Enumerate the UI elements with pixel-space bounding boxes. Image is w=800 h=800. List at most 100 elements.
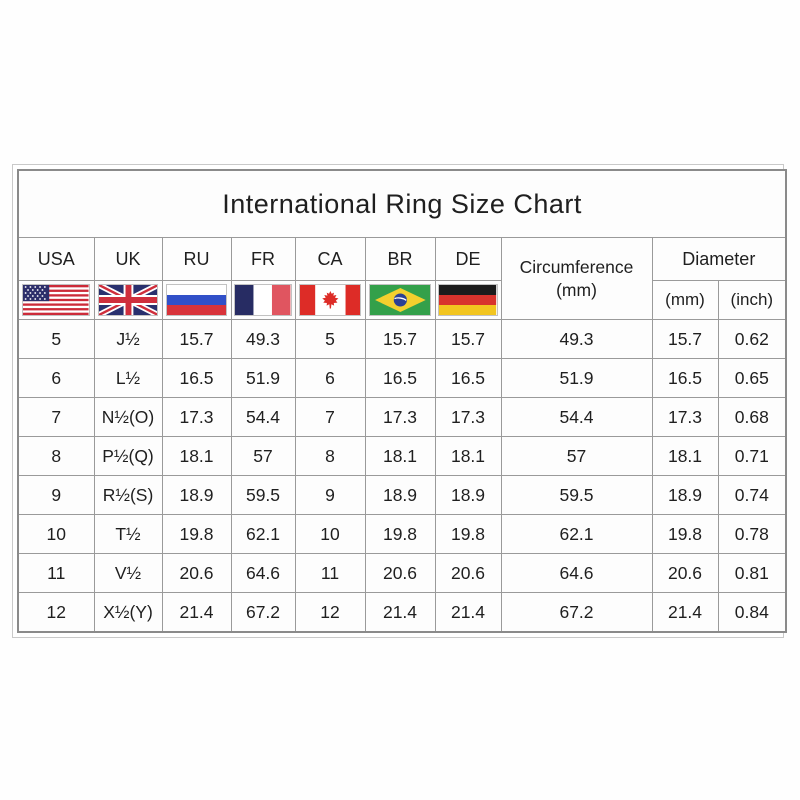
col-header-de: DE (434, 237, 502, 281)
cell: 19.8 (364, 514, 436, 554)
cell: 7 (17, 397, 95, 437)
cell: 18.1 (434, 436, 502, 476)
flag-cell-brazil (364, 280, 436, 320)
cell: 21.4 (364, 592, 436, 633)
cell: 16.5 (434, 358, 502, 398)
flag-row: (mm) (inch) (17, 280, 787, 320)
cell: P½(Q) (93, 436, 163, 476)
cell: 9 (294, 475, 366, 515)
cell: 19.8 (161, 514, 232, 554)
flag-cell-uk (93, 280, 163, 320)
cell: 18.1 (161, 436, 232, 476)
flag-cell-russia (161, 280, 232, 320)
usa-flag-icon (22, 284, 91, 316)
table-row: 5 J½ 15.7 49.3 5 15.7 15.7 49.3 15.7 0.62 (17, 319, 787, 359)
cell: 18.9 (161, 475, 232, 515)
cell: 8 (294, 436, 366, 476)
cell: 59.5 (500, 475, 653, 515)
col-header-br: BR (364, 237, 436, 281)
cell: 67.2 (230, 592, 296, 633)
cell: 21.4 (161, 592, 232, 633)
col-header-uk: UK (93, 237, 163, 281)
cell: 59.5 (230, 475, 296, 515)
circumference-label: Circumference (519, 256, 634, 277)
cell: X½(Y) (93, 592, 163, 633)
cell: 7 (294, 397, 366, 437)
cell: 18.9 (651, 475, 719, 515)
cell: 0.81 (717, 553, 787, 593)
cell: 6 (17, 358, 95, 398)
cell: 17.3 (161, 397, 232, 437)
cell: 18.1 (364, 436, 436, 476)
cell: L½ (93, 358, 163, 398)
table-row: 11 V½ 20.6 64.6 11 20.6 20.6 64.6 20.6 0.81 (17, 553, 787, 593)
table-body: 5 J½ 15.7 49.3 5 15.7 15.7 49.3 15.7 0.62 6 L½ 16.5 5… (17, 319, 787, 633)
cell: 62.1 (230, 514, 296, 554)
cell: 64.6 (500, 553, 653, 593)
cell: 12 (294, 592, 366, 633)
cell: 11 (294, 553, 366, 593)
cell: 15.7 (651, 319, 719, 359)
cell: 51.9 (500, 358, 653, 398)
cell: V½ (93, 553, 163, 593)
cell: 49.3 (230, 319, 296, 359)
cell: 10 (17, 514, 95, 554)
chart-title: International Ring Size Chart (17, 169, 787, 238)
cell: 51.9 (230, 358, 296, 398)
france-flag-icon (234, 284, 292, 316)
cell: 0.71 (717, 436, 787, 476)
russia-flag-icon (165, 284, 228, 316)
germany-flag-icon (438, 284, 498, 316)
flag-cell-france (230, 280, 296, 320)
cell: 20.6 (651, 553, 719, 593)
cell: 64.6 (230, 553, 296, 593)
cell: 18.9 (364, 475, 436, 515)
cell: 15.7 (161, 319, 232, 359)
cell: 10 (294, 514, 366, 554)
cell: 12 (17, 592, 95, 633)
flag-cell-germany (434, 280, 502, 320)
cell: 5 (17, 319, 95, 359)
table-row: 6 L½ 16.5 51.9 6 16.5 16.5 51.9 16.5 0.65 (17, 358, 787, 398)
cell: 11 (17, 553, 95, 593)
cell: 57 (500, 436, 653, 476)
country-code-row: USA UK RU FR CA BR DE Circumference (mm)… (17, 237, 787, 320)
cell: T½ (93, 514, 163, 554)
cell: N½(O) (93, 397, 163, 437)
cell: 20.6 (434, 553, 502, 593)
col-header-ca: CA (294, 237, 366, 281)
cell: 0.65 (717, 358, 787, 398)
cell: 54.4 (500, 397, 653, 437)
cell: 57 (230, 436, 296, 476)
circumference-unit: (mm) (556, 279, 597, 300)
cell: 17.3 (364, 397, 436, 437)
uk-flag-icon (97, 284, 159, 316)
cell: 67.2 (500, 592, 653, 633)
cell: 19.8 (434, 514, 502, 554)
cell: 54.4 (230, 397, 296, 437)
brazil-flag-icon (368, 284, 432, 316)
flag-cell-canada (294, 280, 366, 320)
cell: 0.84 (717, 592, 787, 633)
col-header-diameter-mm: (mm) (651, 280, 719, 320)
cell: 21.4 (651, 592, 719, 633)
cell: J½ (93, 319, 163, 359)
col-header-ru: RU (161, 237, 232, 281)
cell: 62.1 (500, 514, 653, 554)
col-header-circumference: Circumference (mm) (500, 237, 653, 320)
cell: 18.1 (651, 436, 719, 476)
cell: 17.3 (434, 397, 502, 437)
col-header-diameter-inch: (inch) (717, 280, 787, 320)
cell: 8 (17, 436, 95, 476)
title-row: International Ring Size Chart (17, 169, 787, 238)
col-header-usa: USA (17, 237, 95, 281)
cell: 15.7 (364, 319, 436, 359)
cell: 0.62 (717, 319, 787, 359)
col-header-fr: FR (230, 237, 296, 281)
ring-size-table: International Ring Size Chart USA UK RU … (17, 169, 788, 633)
cell: 16.5 (161, 358, 232, 398)
canada-flag-icon (298, 284, 362, 316)
table-row: 12 X½(Y) 21.4 67.2 12 21.4 21.4 67.2 21.4 0.84 (17, 592, 787, 633)
table-row: 8 P½(Q) 18.1 57 8 18.1 18.1 57 18.1 0.71 (17, 436, 787, 476)
